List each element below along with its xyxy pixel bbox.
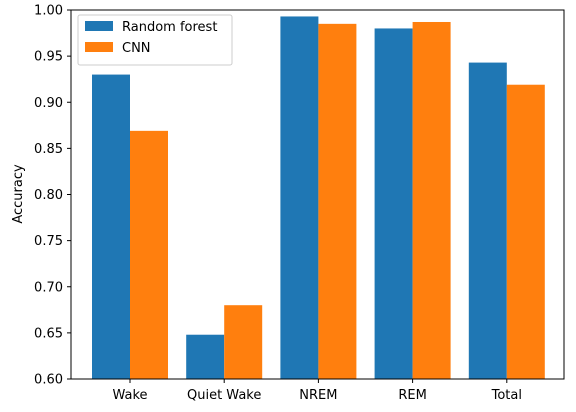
bar-random-forest-quiet-wake <box>186 334 225 379</box>
y-tick-label: 1.00 <box>34 4 63 19</box>
y-tick-label: 0.65 <box>34 326 63 341</box>
x-tick-label: Quiet Wake <box>187 388 261 403</box>
y-tick-label: 0.60 <box>34 373 63 388</box>
bar-cnn-rem <box>412 21 451 380</box>
bar-cnn-quiet-wake <box>224 305 263 379</box>
x-axis: Wake Quiet Wake NREM REM Total <box>112 379 522 403</box>
x-tick-label: NREM <box>299 388 337 403</box>
y-tick-label: 0.95 <box>34 50 63 65</box>
legend-label: Random forest <box>122 20 217 35</box>
bar-random-forest-total <box>468 62 507 380</box>
legend-frame <box>77 14 233 66</box>
y-tick-label: 0.90 <box>34 96 63 111</box>
bar-random-forest-wake <box>92 74 130 379</box>
bar-cnn-wake <box>130 130 168 379</box>
bars-layer <box>92 16 545 380</box>
y-axis-label: Accuracy <box>11 164 26 224</box>
bar-cnn-total <box>506 84 545 379</box>
legend: Random forest CNN <box>77 14 233 66</box>
y-tick-label: 0.75 <box>34 234 63 249</box>
bar-random-forest-nrem <box>280 16 319 380</box>
y-tick-label: 0.70 <box>34 280 63 295</box>
x-tick-label: Total <box>491 388 522 403</box>
y-axis: 0.60 0.65 0.70 0.75 0.80 0.85 0.90 0.95 1.00 <box>34 4 71 388</box>
x-tick-label: REM <box>398 388 426 403</box>
x-tick-label: Wake <box>112 388 147 403</box>
bar-random-forest-rem <box>374 28 413 379</box>
legend-swatch <box>85 21 113 31</box>
legend-swatch <box>85 42 113 52</box>
bar-cnn-nrem <box>318 23 357 380</box>
legend-label: CNN <box>122 41 151 56</box>
y-tick-label: 0.85 <box>34 142 63 157</box>
y-tick-label: 0.80 <box>34 188 63 203</box>
